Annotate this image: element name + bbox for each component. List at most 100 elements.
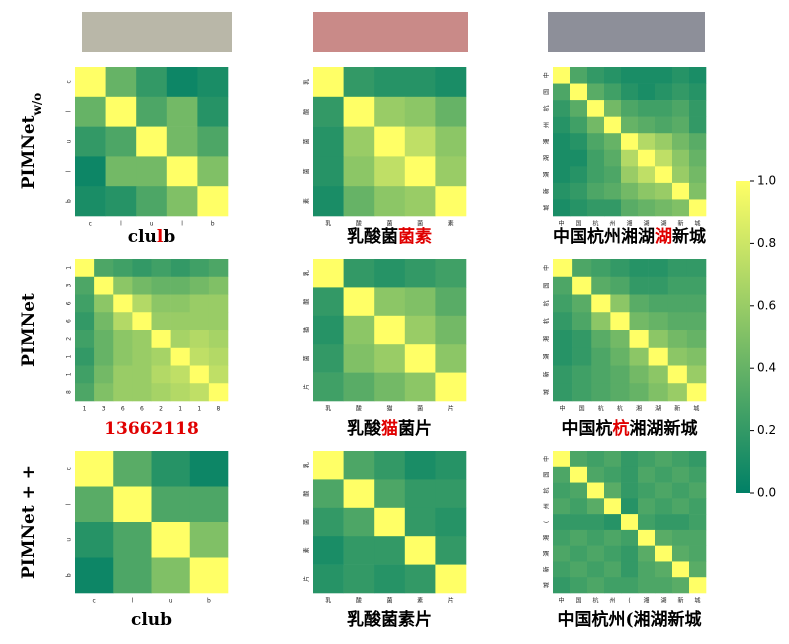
y-tick-label: 州 [544, 122, 551, 128]
heatmap-cell [113, 294, 133, 313]
heatmap-cell [672, 199, 690, 217]
heatmap-cell [136, 186, 168, 217]
heatmap-cell [313, 507, 344, 537]
x-tick-label: 中 [560, 405, 566, 413]
heatmap-cell [113, 383, 133, 402]
y-tick-label: 杭 [543, 300, 551, 306]
heatmap-cell [604, 498, 622, 515]
heatmap-cell [570, 466, 588, 483]
heatmap-cell [404, 315, 436, 345]
heatmap-cell [170, 294, 191, 313]
y-tick-label: 1 [66, 372, 73, 376]
x-tick-label: 湖 [643, 220, 649, 228]
x-tick-label: 菌 [386, 597, 392, 605]
heatmap-cell [404, 186, 436, 217]
heatmap-cell [648, 294, 669, 313]
x-tick-label: 素 [448, 220, 454, 228]
heatmap-cell [591, 330, 611, 349]
heatmap-cell [570, 451, 588, 468]
heatmap-cell [689, 100, 707, 117]
heatmap-cell [621, 149, 639, 167]
heatmap-cell [553, 365, 573, 384]
heatmap-cell [648, 276, 669, 295]
x-tick-label: 新 [674, 405, 680, 413]
heatmap-cell [343, 96, 375, 127]
y-tick-label: 乳 [303, 270, 311, 276]
heatmap-cell [553, 276, 573, 295]
heatmap-cell [604, 83, 622, 101]
heatmap-cell [667, 312, 688, 331]
y-tick-label: 3 [66, 284, 73, 288]
heatmap-cell [208, 383, 229, 402]
x-tick-label: 国 [575, 221, 581, 228]
heatmap-cell [553, 116, 571, 134]
y-tick-label: 片 [303, 576, 311, 582]
heatmap-cell [132, 365, 152, 384]
heatmap-cell [75, 486, 114, 523]
y-tick-label: u [66, 139, 73, 143]
heatmap-cell [591, 276, 611, 295]
caption: 乳酸菌素片 [347, 609, 432, 630]
heatmap-cell [166, 126, 198, 157]
y-tick-label: 城 [544, 582, 551, 588]
heatmap-cell [570, 100, 588, 117]
heatmap-cell [170, 365, 191, 384]
heatmap-cell [374, 67, 406, 98]
heatmap-cell [113, 312, 133, 331]
x-tick-label: 国 [579, 406, 585, 413]
heatmap-cell [374, 536, 406, 565]
y-tick-label: 菌 [303, 519, 311, 525]
heatmap-cell [435, 156, 467, 187]
x-tick-label: l [181, 221, 183, 228]
heatmap-cell [621, 133, 639, 151]
heatmap-cell [686, 276, 707, 295]
heatmap-cell [189, 383, 210, 402]
heatmap-cell [113, 557, 152, 594]
heatmap-cell [75, 347, 95, 366]
y-tick-label: 湖 [543, 354, 551, 360]
heatmap-cell [151, 330, 171, 349]
y-tick-label: l [66, 170, 73, 172]
heatmap-cell [570, 83, 588, 101]
heatmap-cell [648, 312, 669, 331]
heatmap-cell [553, 133, 571, 151]
heatmap-cell [689, 514, 707, 531]
y-tick-label: 素 [303, 198, 311, 204]
heatmap-cell [648, 330, 669, 349]
y-tick-label: 菌 [303, 168, 311, 174]
heatmap-cell [672, 529, 690, 546]
heatmap-cell [113, 330, 133, 349]
heatmap-cell [343, 156, 375, 187]
caption-part: 湖 [655, 227, 672, 247]
heatmap-cell [166, 156, 198, 187]
heatmap-cell [587, 83, 605, 101]
heatmap-cell [570, 482, 588, 499]
heatmap-cell [75, 259, 95, 278]
heatmap-cell [75, 67, 106, 98]
x-tick-label: 国 [575, 598, 581, 605]
heatmap-cell [343, 564, 375, 594]
y-tick-label: b [66, 573, 73, 577]
heatmap-cell [638, 529, 656, 546]
heatmap-cell [587, 514, 605, 531]
heatmap-cell [629, 312, 649, 331]
y-tick-label: 湖 [543, 551, 551, 557]
heatmap-cell [591, 312, 611, 331]
y-tick-label: 湘 [543, 138, 551, 144]
heatmap-cell [151, 522, 191, 558]
heatmap-cell [672, 166, 690, 184]
heatmap-cell [313, 344, 344, 373]
x-tick-label: 3 [102, 406, 106, 413]
heatmap-cell [553, 529, 571, 546]
heatmap-cell [629, 276, 649, 295]
heatmap-cell [151, 294, 171, 313]
heatmap-cell [604, 116, 622, 134]
heatmap-cell [313, 156, 344, 187]
heatmap-cell [629, 259, 649, 278]
y-tick-label: 酸 [303, 299, 311, 305]
x-tick-label: 湖 [660, 597, 666, 605]
heatmap-cell [553, 383, 573, 402]
heatmap-cell [553, 83, 571, 101]
caption: club [131, 610, 172, 630]
